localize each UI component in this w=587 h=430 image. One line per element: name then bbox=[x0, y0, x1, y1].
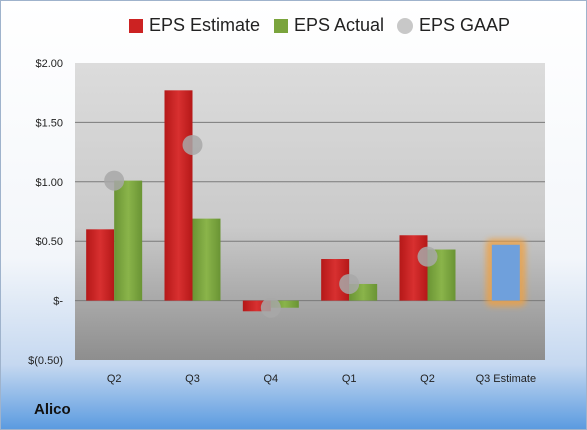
x-axis-ticks: Q2 Q3 Q4 Q1 Q2 Q3 Estimate bbox=[107, 373, 536, 385]
legend-swatch-actual bbox=[274, 18, 288, 33]
gaap-point bbox=[339, 273, 360, 294]
projection-bar bbox=[491, 244, 520, 301]
legend-label-estimate: EPS Estimate bbox=[149, 15, 261, 35]
x-tick-label: Q2 bbox=[420, 373, 435, 385]
y-tick-label: $1.50 bbox=[35, 117, 63, 129]
x-tick-label: Q3 bbox=[185, 373, 200, 385]
legend: EPS Estimate EPS Actual EPS GAAP bbox=[1, 15, 586, 45]
eps-chart: $2.00$1.50$1.00$0.50$-$(0.50) Q2 Q3 Q4 Q1 Q2… bbox=[28, 58, 545, 385]
legend-swatch-gaap bbox=[397, 17, 413, 34]
y-tick-label: $2.00 bbox=[35, 58, 63, 70]
x-tick-label: Q2 bbox=[107, 373, 122, 385]
legend-item-gaap: EPS GAAP bbox=[397, 15, 510, 36]
actual-bar bbox=[270, 300, 299, 308]
x-tick-label: Q4 bbox=[263, 373, 278, 385]
gaap-points bbox=[104, 134, 438, 318]
plot-area bbox=[75, 63, 545, 360]
x-tick-label: Q1 bbox=[342, 373, 357, 385]
actual-bar bbox=[114, 180, 143, 301]
y-axis-ticks: $2.00 $1.50 $1.00 $0.50 $- $(0.50) bbox=[28, 58, 63, 367]
actual-bar bbox=[192, 218, 221, 301]
legend-swatch-estimate bbox=[129, 18, 143, 33]
legend-label-gaap: EPS GAAP bbox=[419, 15, 511, 35]
legend-item-estimate: EPS Estimate bbox=[129, 15, 260, 36]
x-tick-label: Q3 Estimate bbox=[476, 373, 537, 385]
gaap-point bbox=[104, 170, 125, 191]
estimate-bar bbox=[164, 90, 193, 301]
y-tick-label: $(0.50) bbox=[28, 355, 63, 367]
estimate-bar bbox=[86, 229, 115, 301]
gaap-point bbox=[417, 246, 438, 267]
legend-item-actual: EPS Actual bbox=[274, 15, 384, 36]
gaap-point bbox=[260, 297, 281, 318]
y-tick-label: $0.50 bbox=[35, 236, 63, 248]
y-tick-label: $1.00 bbox=[35, 177, 63, 189]
estimate-bar bbox=[242, 300, 271, 312]
legend-label-actual: EPS Actual bbox=[294, 15, 385, 35]
company-name: Alico bbox=[34, 401, 71, 418]
bars bbox=[86, 90, 526, 312]
gridlines bbox=[75, 121, 545, 302]
estimate-bar bbox=[399, 235, 428, 301]
gaap-point bbox=[182, 134, 203, 155]
y-tick-label: $- bbox=[53, 296, 63, 308]
